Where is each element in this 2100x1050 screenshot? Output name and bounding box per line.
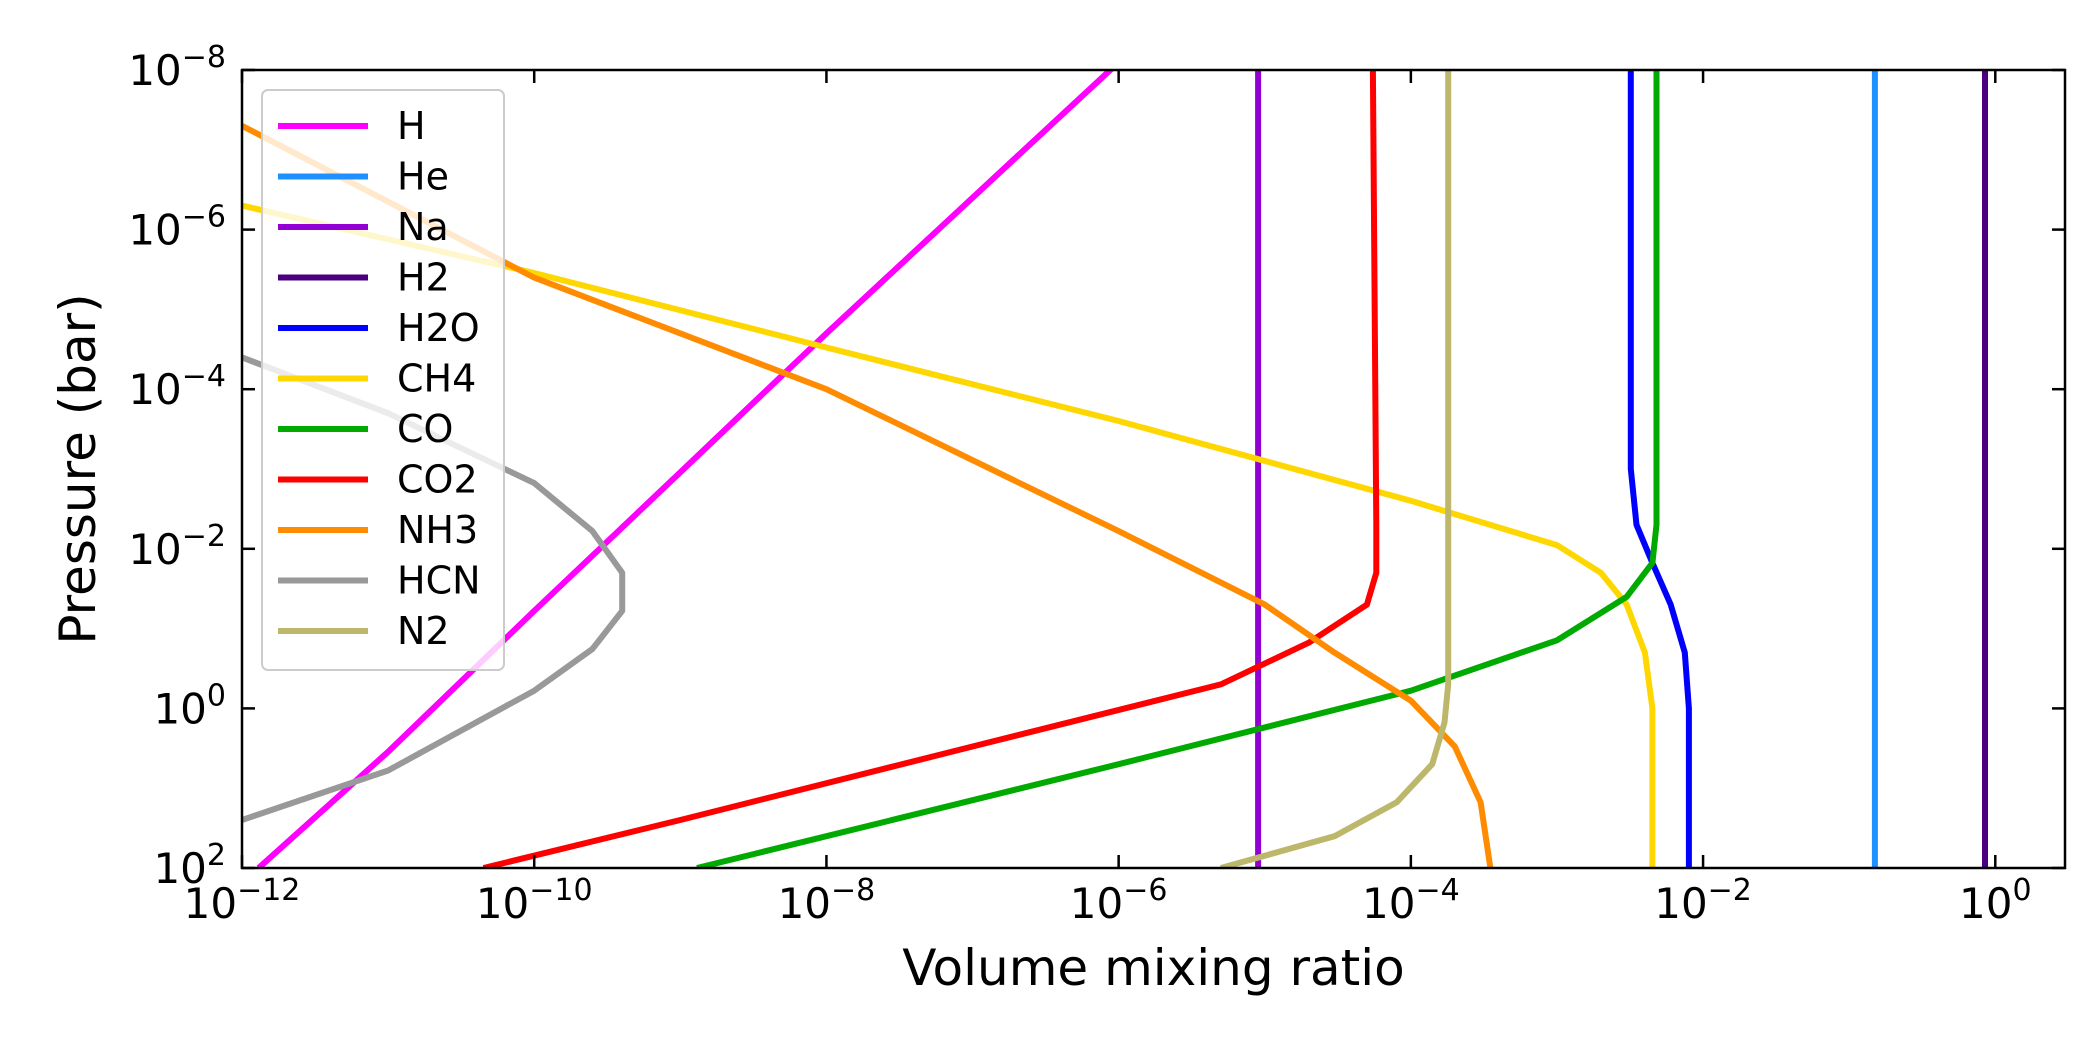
y-tick-label: 10−6 xyxy=(128,200,226,255)
series-line-nh3 xyxy=(242,123,1494,868)
x-axis-label: Volume mixing ratio xyxy=(902,939,1405,997)
series-line-n2 xyxy=(1219,70,1452,868)
y-tick-label: 10−8 xyxy=(128,40,226,95)
series-line-co2 xyxy=(482,70,1380,868)
legend-label-co2: CO2 xyxy=(397,458,478,502)
x-tick-label: 10−4 xyxy=(1362,873,1460,928)
x-tick-label: 10−10 xyxy=(476,873,593,928)
y-tick-label: 102 xyxy=(153,838,226,893)
series-lines xyxy=(242,70,1988,868)
x-tick-label: 10−2 xyxy=(1654,873,1752,928)
plot-frame xyxy=(240,68,2067,870)
legend-label-nh3: NH3 xyxy=(397,508,478,552)
y-tick-label: 10−2 xyxy=(128,519,226,574)
series-line-h xyxy=(256,70,1115,868)
y-axis-label: Pressure (bar) xyxy=(49,293,107,644)
legend-label-h2: H2 xyxy=(397,256,450,300)
x-tick-label: 100 xyxy=(1959,873,2032,928)
series-line-h2o xyxy=(1627,70,1692,868)
legend-label-co: CO xyxy=(397,407,453,451)
y-tick-label: 100 xyxy=(153,678,226,733)
legend-label-na: Na xyxy=(397,205,449,249)
x-tick-label: 10−12 xyxy=(184,873,301,928)
y-tick-label: 10−4 xyxy=(128,359,226,414)
tick-labels: 10−12 10−10 10−8 10−6 10−4 10−2 100 10−8 10−6 10−… xyxy=(128,40,2031,928)
legend: H He Na H2 H2O CH4 CO CO2 NH3 HCN N2 xyxy=(261,89,505,671)
legend-box xyxy=(261,89,505,671)
x-tick-label: 10−8 xyxy=(778,873,876,928)
series-line-ch4 xyxy=(242,202,1656,868)
legend-label-n2: N2 xyxy=(397,609,450,653)
legend-label-he: He xyxy=(397,155,449,199)
legend-label-h2o: H2O xyxy=(397,306,480,350)
axis-ticks xyxy=(240,68,2065,870)
legend-label-h: H xyxy=(397,104,426,148)
legend-label-hcn: HCN xyxy=(397,559,481,603)
legend-label-ch4: CH4 xyxy=(397,357,476,401)
x-tick-label: 10−6 xyxy=(1070,873,1168,928)
series-line-co xyxy=(696,70,1660,868)
